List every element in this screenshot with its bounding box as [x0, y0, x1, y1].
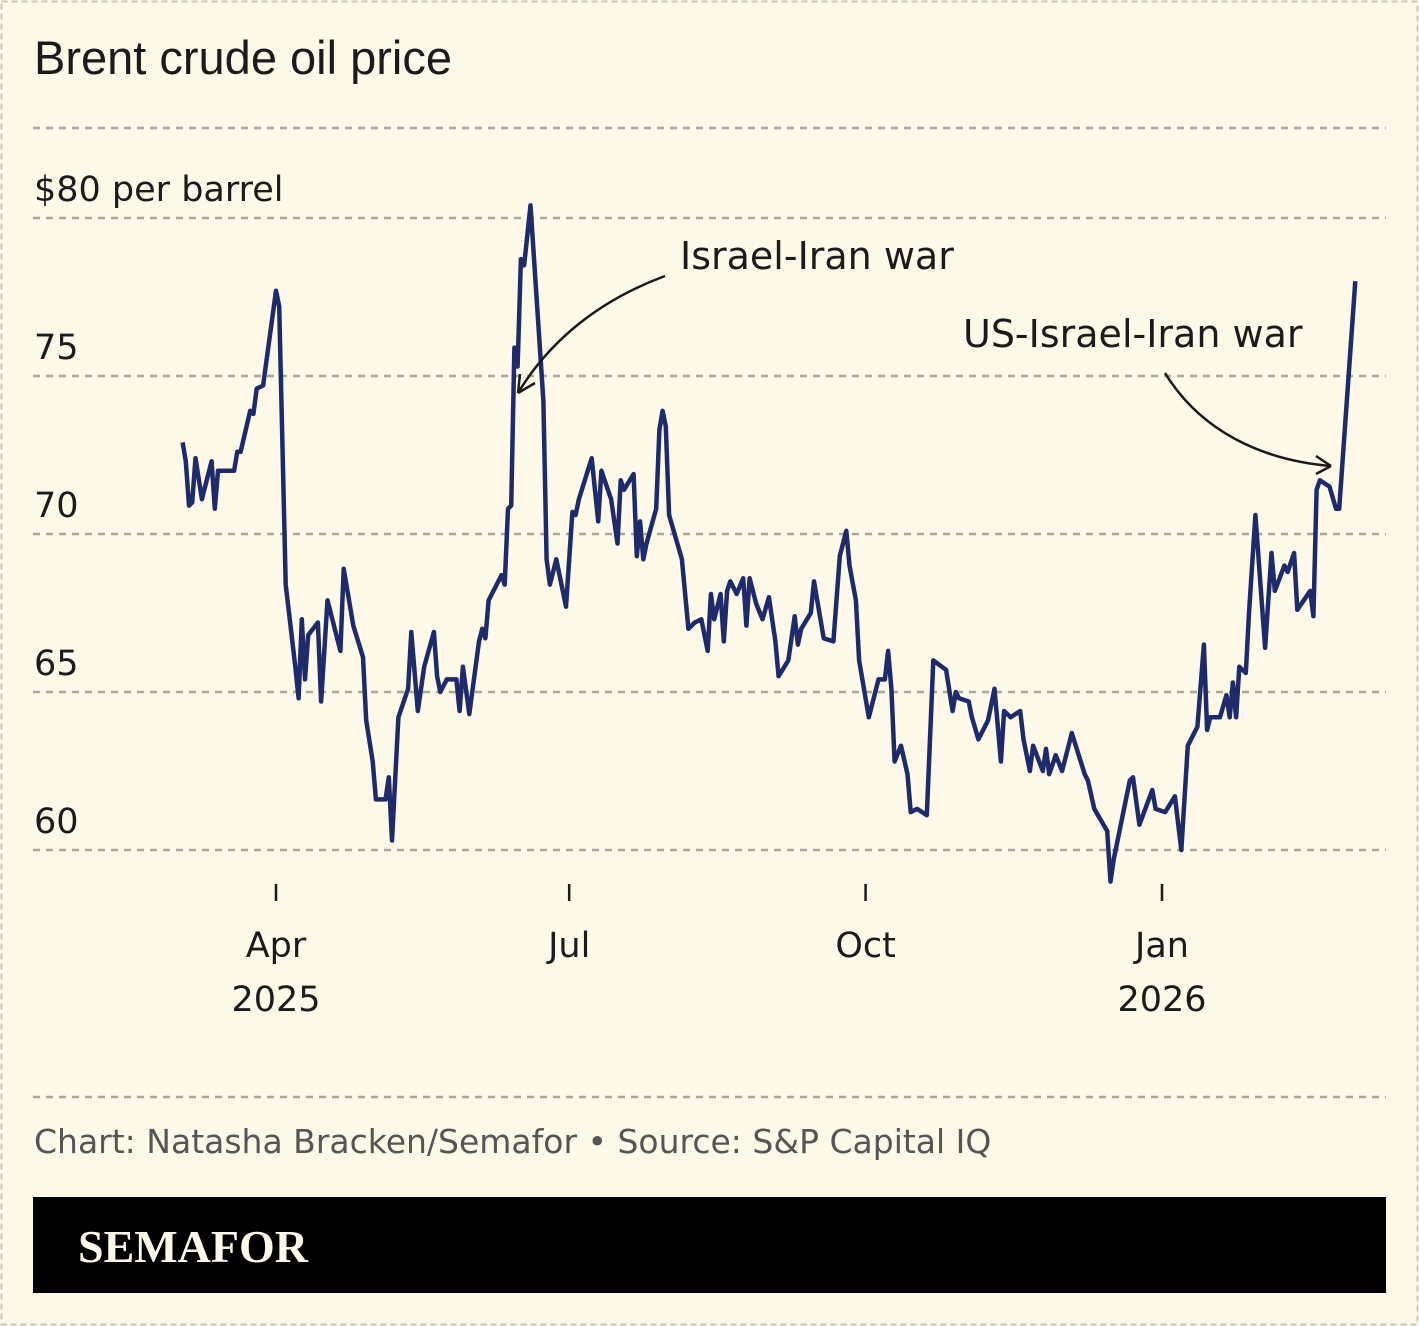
y-tick-label: 65 [34, 644, 79, 684]
source-credit: Chart: Natasha Bracken/Semafor • Source:… [34, 1122, 991, 1161]
y-tick-label: 70 [34, 486, 79, 526]
x-tick-label: Apr [246, 926, 307, 966]
x-tick-year-label: 2026 [1117, 980, 1206, 1020]
chart-title: Brent crude oil price [34, 31, 452, 84]
brand-bar [33, 1197, 1386, 1293]
annotation-arrow-israel-iran [516, 274, 666, 394]
semafor-logo: SEMAFOR [78, 1221, 309, 1272]
annotation-israel-iran-war: Israel-Iran war [680, 234, 954, 278]
arrowhead-icon [1315, 454, 1332, 476]
x-tick-label: Jan [1133, 926, 1189, 966]
arrowhead-icon [516, 373, 536, 395]
annotation-arrow-us-israel-iran [1163, 372, 1332, 468]
annotation-us-israel-iran-war: US-Israel-Iran war [963, 312, 1303, 356]
x-tick-year-label: 2025 [231, 980, 320, 1020]
y-tick-label: 75 [34, 328, 79, 368]
y-tick-label: 60 [34, 802, 79, 842]
y-tick-label: $80 per barrel [34, 170, 284, 210]
x-tick-label: Oct [835, 926, 896, 966]
price-line [180, 203, 1358, 884]
x-tick-label: Jul [546, 926, 590, 966]
